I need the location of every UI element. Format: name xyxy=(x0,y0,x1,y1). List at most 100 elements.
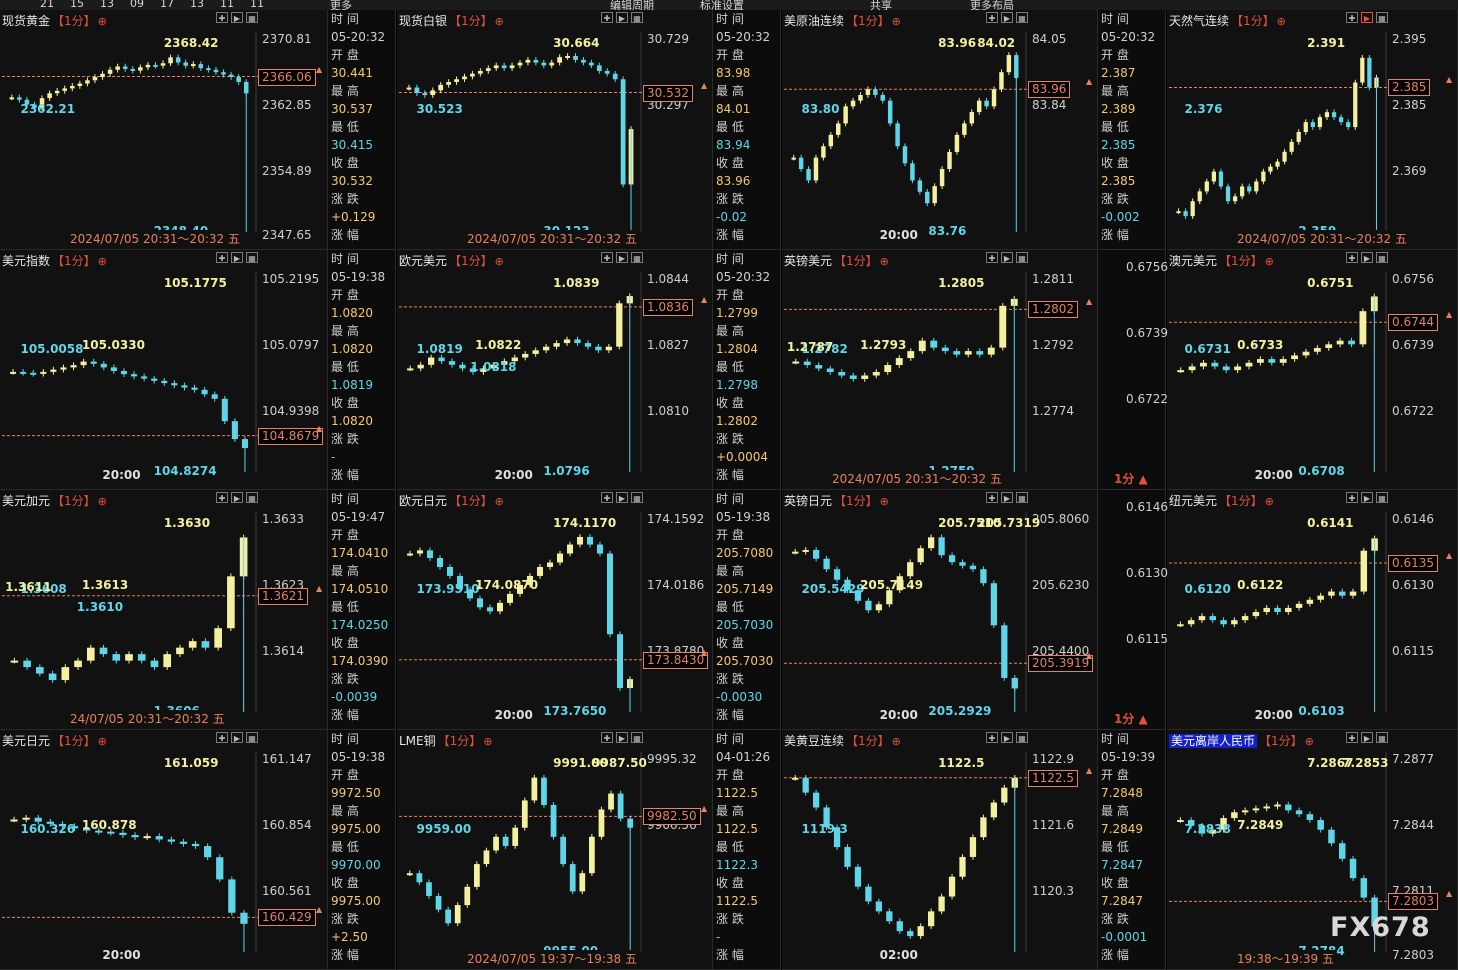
panel-title[interactable]: 欧元日元 【1分】 ⊕ xyxy=(399,492,504,509)
settings-icon[interactable]: ▦ xyxy=(1016,252,1028,263)
period-label[interactable]: 【1分】 xyxy=(1219,494,1263,508)
crosshair-icon[interactable]: ✚ xyxy=(1346,732,1358,743)
period-label[interactable]: 【1分】 xyxy=(449,494,493,508)
crosshair-icon[interactable]: ✚ xyxy=(601,492,613,503)
settings-icon[interactable]: ▦ xyxy=(631,252,643,263)
crosshair-icon[interactable]: ✚ xyxy=(216,732,228,743)
add-indicator-icon[interactable]: ⊕ xyxy=(494,495,504,508)
chart-type-icon[interactable]: ▶ xyxy=(1361,732,1373,743)
panel-title[interactable]: 美元日元 【1分】 ⊕ xyxy=(2,732,107,749)
panel-title[interactable]: 英镑日元 【1分】 ⊕ xyxy=(784,492,889,509)
period-label[interactable]: 【1分】 xyxy=(1219,254,1263,268)
toolbar-item[interactable]: 15 xyxy=(70,0,84,10)
crosshair-icon[interactable]: ✚ xyxy=(986,12,998,23)
toolbar-item[interactable]: 13 xyxy=(100,0,114,10)
period-label[interactable]: 【1分】 xyxy=(52,494,96,508)
chart-type-icon[interactable]: ▶ xyxy=(231,732,243,743)
settings-icon[interactable]: ▦ xyxy=(1016,732,1028,743)
chart-panel[interactable]: 英镑日元 【1分】 ⊕ ✚ ▶ ▦ 205.8060 205.6230 205.4400 205.… xyxy=(782,490,1098,730)
settings-icon[interactable]: ▦ xyxy=(631,12,643,23)
chart-type-icon[interactable]: ▶ xyxy=(231,492,243,503)
settings-icon[interactable]: ▦ xyxy=(1376,12,1388,23)
panel-title[interactable]: 纽元美元 【1分】 ⊕ xyxy=(1169,492,1274,509)
toolbar-item[interactable]: 09 xyxy=(130,0,144,10)
settings-icon[interactable]: ▦ xyxy=(631,492,643,503)
add-indicator-icon[interactable]: ⊕ xyxy=(1304,735,1314,748)
panel-title[interactable]: LME铜 【1分】 ⊕ xyxy=(399,732,492,749)
period-label[interactable]: 【1分】 xyxy=(846,734,890,748)
crosshair-icon[interactable]: ✚ xyxy=(601,732,613,743)
chart-panel[interactable]: 天然气连续 【1分】 ⊕ ✚ ▶ ▦ 2.395 2.385 2.369 2.385 ▲ 2.391 2… xyxy=(1167,10,1458,250)
chart-type-icon[interactable]: ▶ xyxy=(1361,12,1373,23)
settings-icon[interactable]: ▦ xyxy=(1016,492,1028,503)
panel-title[interactable]: 天然气连续 【1分】 ⊕ xyxy=(1169,12,1286,29)
add-indicator-icon[interactable]: ⊕ xyxy=(494,15,504,28)
period-label[interactable]: 【1分】 xyxy=(449,14,493,28)
chart-type-icon[interactable]: ▶ xyxy=(1361,252,1373,263)
period-label[interactable]: 【1分】 xyxy=(449,254,493,268)
toolbar-item[interactable]: 标准设置 xyxy=(700,0,744,10)
panel-title[interactable]: 美元加元 【1分】 ⊕ xyxy=(2,492,107,509)
add-indicator-icon[interactable]: ⊕ xyxy=(1264,495,1274,508)
chart-panel[interactable]: 欧元美元 【1分】 ⊕ ✚ ▶ ▦ 1.0844 1.0827 1.0810 1.0836 ▲ 1.0… xyxy=(397,250,713,490)
toolbar-item[interactable]: 更多布局 xyxy=(970,0,1014,10)
period-label[interactable]: 【1分】 xyxy=(437,734,482,748)
add-indicator-icon[interactable]: ⊕ xyxy=(97,495,107,508)
period-label[interactable]: 【1分】 xyxy=(846,14,890,28)
panel-title[interactable]: 现货白银 【1分】 ⊕ xyxy=(399,12,504,29)
chart-panel[interactable]: 美元日元 【1分】 ⊕ ✚ ▶ ▦ 161.147 160.854 160.561 160.429… xyxy=(0,730,328,970)
chart-panel[interactable]: 美黄豆连续 【1分】 ⊕ ✚ ▶ ▦ 1122.9 1121.6 1120.3 1122.5 ▲ 11… xyxy=(782,730,1098,970)
panel-title[interactable]: 美元指数 【1分】 ⊕ xyxy=(2,252,107,269)
crosshair-icon[interactable]: ✚ xyxy=(1346,252,1358,263)
chart-type-icon[interactable]: ▶ xyxy=(231,252,243,263)
chart-type-icon[interactable]: ▶ xyxy=(1001,732,1013,743)
settings-icon[interactable]: ▦ xyxy=(246,732,258,743)
settings-icon[interactable]: ▦ xyxy=(246,12,258,23)
settings-icon[interactable]: ▦ xyxy=(1016,12,1028,23)
add-indicator-icon[interactable]: ⊕ xyxy=(483,735,493,748)
chart-panel[interactable]: 美元离岸人民币 【1分】 ⊕ ✚ ▶ ▦ 7.2877 7.2844 7.2811 7.2803 7… xyxy=(1167,730,1458,970)
chart-panel[interactable]: 纽元美元 【1分】 ⊕ ✚ ▶ ▦ 0.6146 0.6130 0.6115 0.6135 ▲ 0.6… xyxy=(1167,490,1458,730)
add-indicator-icon[interactable]: ⊕ xyxy=(1264,255,1274,268)
crosshair-icon[interactable]: ✚ xyxy=(986,252,998,263)
panel-title[interactable]: 英镑美元 【1分】 ⊕ xyxy=(784,252,889,269)
panel-title[interactable]: 澳元美元 【1分】 ⊕ xyxy=(1169,252,1274,269)
crosshair-icon[interactable]: ✚ xyxy=(986,492,998,503)
settings-icon[interactable]: ▦ xyxy=(246,492,258,503)
chart-panel[interactable]: 现货白银 【1分】 ⊕ ✚ ▶ ▦ 30.729 30.297 30.532 ▲ 30.664 30.… xyxy=(397,10,713,250)
panel-title[interactable]: 现货黄金 【1分】 ⊕ xyxy=(2,12,107,29)
chart-type-icon[interactable]: ▶ xyxy=(231,12,243,23)
chart-type-icon[interactable]: ▶ xyxy=(616,12,628,23)
add-indicator-icon[interactable]: ⊕ xyxy=(97,15,107,28)
chart-type-icon[interactable]: ▶ xyxy=(616,492,628,503)
settings-icon[interactable]: ▦ xyxy=(631,732,643,743)
period-label[interactable]: 【1分】 xyxy=(834,254,878,268)
period-switch[interactable]: 1分 ▲ xyxy=(1114,712,1148,726)
crosshair-icon[interactable]: ✚ xyxy=(601,252,613,263)
crosshair-icon[interactable]: ✚ xyxy=(216,492,228,503)
add-indicator-icon[interactable]: ⊕ xyxy=(494,255,504,268)
crosshair-icon[interactable]: ✚ xyxy=(216,252,228,263)
chart-type-icon[interactable]: ▶ xyxy=(616,732,628,743)
panel-title[interactable]: 美元离岸人民币 【1分】 ⊕ xyxy=(1169,732,1314,749)
crosshair-icon[interactable]: ✚ xyxy=(1346,492,1358,503)
add-indicator-icon[interactable]: ⊕ xyxy=(879,255,889,268)
panel-title[interactable]: 美原油连续 【1分】 ⊕ xyxy=(784,12,901,29)
toolbar-item[interactable]: 21 xyxy=(40,0,54,10)
chart-panel[interactable]: 英镑美元 【1分】 ⊕ ✚ ▶ ▦ 1.2811 1.2792 1.2774 1.2802 ▲ 1.2… xyxy=(782,250,1098,490)
toolbar-item[interactable]: 13 xyxy=(190,0,204,10)
crosshair-icon[interactable]: ✚ xyxy=(216,12,228,23)
chart-panel[interactable]: 澳元美元 【1分】 ⊕ ✚ ▶ ▦ 0.6756 0.6739 0.6722 0.6744 ▲ 0.6… xyxy=(1167,250,1458,490)
crosshair-icon[interactable]: ✚ xyxy=(1346,12,1358,23)
settings-icon[interactable]: ▦ xyxy=(1376,492,1388,503)
toolbar-item[interactable]: 11 xyxy=(220,0,234,10)
chart-panel[interactable]: 现货黄金 【1分】 ⊕ ✚ ▶ ▦ 2370.81 2362.85 2354.89 2347.65… xyxy=(0,10,328,250)
period-label[interactable]: 【1分】 xyxy=(1231,14,1275,28)
panel-title[interactable]: 欧元美元 【1分】 ⊕ xyxy=(399,252,504,269)
chart-type-icon[interactable]: ▶ xyxy=(616,252,628,263)
settings-icon[interactable]: ▦ xyxy=(246,252,258,263)
add-indicator-icon[interactable]: ⊕ xyxy=(891,15,901,28)
chart-type-icon[interactable]: ▶ xyxy=(1001,492,1013,503)
chart-panel[interactable]: 欧元日元【1分】⊕✚▶▦174.1592174.0186173.8780173.… xyxy=(397,490,713,730)
chart-type-icon[interactable]: ▶ xyxy=(1001,12,1013,23)
